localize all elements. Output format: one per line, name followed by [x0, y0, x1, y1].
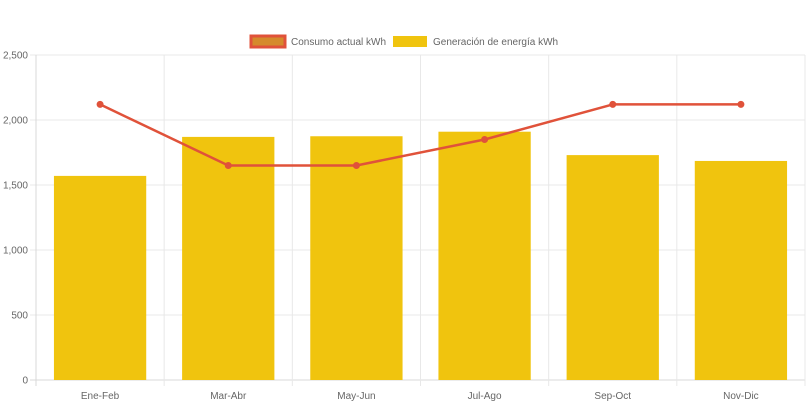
bar-series: [53, 131, 788, 380]
point-consumo-may-jun[interactable]: [352, 162, 360, 169]
bar-generacion-jul-ago[interactable]: [438, 131, 531, 380]
x-tick-label: Jul-Ago: [468, 391, 502, 402]
bar-generacion-ene-feb[interactable]: [53, 175, 147, 380]
chart-axes: 0 500 1,000 1,500 2,000 2,500 Ene-Feb Mar-Abr Ma…: [3, 51, 759, 403]
line-series: [96, 100, 745, 169]
y-tick-label: 0: [22, 376, 28, 387]
y-tick-label: 1,500: [3, 181, 28, 192]
point-consumo-nov-dic[interactable]: [737, 100, 745, 108]
legend-label-generacion[interactable]: Generación de energía kWh: [433, 37, 558, 48]
bar-generacion-nov-dic[interactable]: [694, 160, 788, 380]
bar-generacion-may-jun[interactable]: [310, 136, 403, 380]
legend-swatch-consumo[interactable]: [249, 34, 287, 49]
legend-swatch-generacion[interactable]: [393, 36, 427, 47]
line-consumo: [99, 103, 741, 167]
point-consumo-sep-oct[interactable]: [609, 100, 617, 108]
x-tick-label: Ene-Feb: [81, 391, 120, 402]
bar-generacion-sep-oct[interactable]: [566, 155, 659, 380]
legend-label-consumo[interactable]: Consumo actual kWh: [291, 37, 386, 48]
x-tick-label: Mar-Abr: [210, 391, 247, 402]
x-tick-label: May-Jun: [337, 391, 375, 402]
y-tick-label: 1,000: [3, 246, 28, 257]
x-tick-label: Sep-Oct: [594, 391, 631, 402]
y-tick-label: 2,000: [3, 116, 28, 127]
y-tick-label: 500: [11, 311, 28, 322]
chart-grid: [30, 54, 806, 386]
chart-legend[interactable]: Consumo actual kWh Generación de energía…: [249, 34, 558, 49]
x-tick-label: Nov-Dic: [723, 391, 759, 402]
point-consumo-ene-feb[interactable]: [96, 100, 104, 108]
bar-generacion-mar-abr[interactable]: [182, 136, 275, 380]
y-tick-label: 2,500: [3, 51, 28, 62]
point-consumo-jul-ago[interactable]: [481, 136, 489, 143]
point-consumo-mar-abr[interactable]: [224, 162, 232, 169]
